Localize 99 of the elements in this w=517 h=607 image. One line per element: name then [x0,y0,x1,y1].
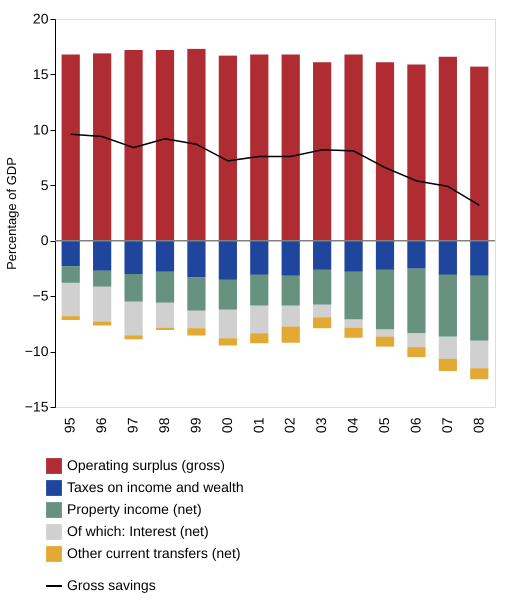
bar [376,62,394,241]
bar [438,358,457,371]
bar [344,319,363,328]
bar [218,280,237,310]
bar [344,240,363,272]
y-axis-title: Percentage of GDP [4,157,19,270]
bar [93,286,112,322]
bar [62,240,80,266]
legend-label: Taxes on income and wealth [67,479,244,495]
x-tick-label: 98 [156,417,172,434]
bar [124,274,143,302]
bar [470,276,488,340]
y-tick-label: −5 [32,288,49,304]
bar [438,56,457,241]
x-tick-label: 02 [282,417,298,434]
x-tick-label: 08 [470,417,486,434]
bar [62,282,80,316]
bar [282,306,300,327]
x-tick-label: 96 [93,417,110,434]
x-tick-label: 03 [313,417,330,434]
bar [407,240,426,268]
bar [62,266,80,283]
y-tick-label: 0 [40,232,49,248]
bar [93,53,112,241]
legend-label: Of which: Interest (net) [67,523,209,539]
bar [187,328,206,336]
bar [156,302,174,328]
bar [376,270,394,330]
line-series [70,134,480,206]
bar [313,317,332,328]
bar [344,272,363,320]
legend-label: Operating surplus (gross) [67,457,225,473]
x-tick-label: 95 [62,417,78,434]
y-tick-label: −10 [24,343,49,360]
bar [407,333,426,348]
bar [344,54,363,241]
x-tick-label: 04 [344,417,361,434]
legend-label: Other current transfers (net) [67,545,241,561]
bar [344,328,363,338]
bar [376,329,394,337]
y-tick-label: 5 [40,176,49,193]
bar [407,64,426,241]
bar [438,240,457,275]
legend-label: Gross savings [67,577,156,593]
bar [124,240,143,274]
bar [62,54,80,241]
y-tick-label: 20 [32,10,49,26]
bar [218,309,237,338]
bar [438,274,457,337]
bar [124,335,143,340]
bar [376,240,394,270]
bar [282,54,300,241]
bar [313,62,332,241]
bar [124,302,143,336]
x-tick-label: 00 [218,417,235,434]
bar [250,274,268,306]
bar [156,240,174,272]
bar [250,306,268,334]
bar [376,336,394,347]
bar [250,240,268,275]
bar [282,240,300,276]
bar [250,333,268,344]
x-tick-label: 06 [407,417,424,434]
bar [187,48,206,241]
bar [407,268,426,334]
x-tick-label: 99 [187,417,204,434]
bar [93,322,112,326]
bar [470,340,488,368]
y-tick-label: 10 [32,121,49,138]
bar [218,56,237,241]
bar [187,310,206,328]
x-tick-label: 05 [376,417,392,434]
bar [218,240,237,280]
bar [282,326,300,343]
bar [187,277,206,311]
bar [407,347,426,358]
bar [313,270,332,304]
bar [218,338,237,346]
bar [62,316,80,320]
bar [313,304,332,318]
y-tick-label: 15 [32,66,49,82]
bar [187,240,206,278]
x-tick-label: 07 [438,417,455,434]
bar [438,336,457,359]
bar [156,50,174,241]
bar [93,240,112,271]
bar [250,54,268,241]
bar [156,272,174,303]
bar [282,276,300,306]
x-tick-label: 01 [250,417,266,434]
bar [470,66,488,241]
bar [93,270,112,287]
x-tick-label: 97 [124,417,141,434]
legend-label: Property income (net) [67,501,202,517]
bar [124,50,143,241]
bar [313,240,332,270]
bar [470,368,488,380]
bar [470,240,488,276]
y-tick-label: −15 [24,398,49,414]
